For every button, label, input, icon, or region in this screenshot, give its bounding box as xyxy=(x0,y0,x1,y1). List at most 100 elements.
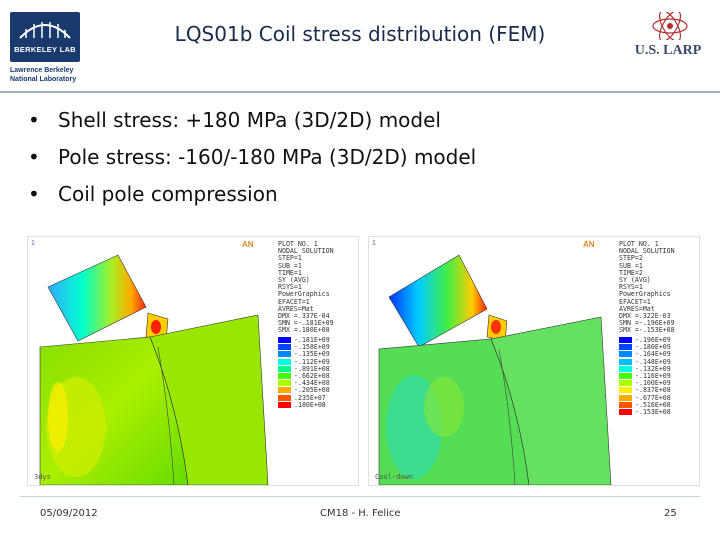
fem-plot-right: 1 AN PLOT NO. 1 NODAL SOLUTION STEP=2 SUB =… xyxy=(368,236,700,486)
info-line: STEP=2 xyxy=(619,254,643,263)
page-number: 25 xyxy=(664,508,677,519)
stress-contour-image xyxy=(39,254,269,485)
legend-swatch xyxy=(278,365,291,372)
legend-swatch xyxy=(619,365,632,372)
info-line: NODAL SOLUTION xyxy=(278,247,334,256)
legend-swatch xyxy=(278,351,291,358)
legend-entry: .180E+08 xyxy=(278,400,330,409)
info-line: PLOT NO. 1 xyxy=(619,240,659,248)
page-title: LQS01b Coil stress distribution (FEM) xyxy=(174,22,546,46)
legend-value: -.153E+08 xyxy=(635,407,671,416)
legend-value: -.132E+09 xyxy=(635,364,671,373)
legend-swatch xyxy=(619,358,632,365)
legend-value: -.112E+09 xyxy=(294,357,330,366)
legend-swatch xyxy=(278,358,291,365)
legend-entry: -.181E+09 xyxy=(278,336,330,344)
stress-contour-image xyxy=(378,254,612,485)
legend-entry: -.662E+08 xyxy=(278,371,330,380)
fem-plot-left: 1 AN PLOT NO. 1 NODAL SOLUTION STEP=1 SUB =… xyxy=(27,236,359,486)
figure-number: 1 xyxy=(372,240,376,247)
info-line: PowerGraphics xyxy=(278,290,330,299)
info-line: PowerGraphics xyxy=(619,290,671,299)
color-legend: -.196E+09 -.180E+09 -.164E+09 -.148E+09 -.13… xyxy=(619,336,671,416)
legend-swatch xyxy=(278,401,291,408)
header-divider xyxy=(0,91,720,93)
legend-entry: -.135E+09 xyxy=(278,351,330,358)
legend-value: -.434E+08 xyxy=(294,379,330,388)
info-line: TIME=2 xyxy=(619,268,643,277)
info-line: SMN =-.196E+09 xyxy=(619,319,675,328)
legend-swatch xyxy=(619,351,632,358)
legend-entry: -.434E+08 xyxy=(278,380,330,387)
legend-entry: -.116E+09 xyxy=(619,371,671,380)
footer-date: 05/09/2012 xyxy=(40,508,98,519)
legend-swatch xyxy=(619,394,632,401)
bullet-item: • Coil pole compression xyxy=(28,182,278,206)
info-line: EFACET=1 xyxy=(619,297,651,306)
ansys-logo: AN xyxy=(242,240,254,249)
lab-logo-text: BERKELEY LAB xyxy=(14,45,76,54)
legend-entry: -.205E+08 xyxy=(278,387,330,394)
info-line: DMX =.337E-04 xyxy=(278,311,330,320)
legend-entry: -.148E+09 xyxy=(619,357,671,366)
legend-swatch xyxy=(619,401,632,408)
info-line: AVRES=Mat xyxy=(619,304,655,313)
legend-value: -.135E+09 xyxy=(294,350,330,359)
footer-author: CM18 - H. Felice xyxy=(320,508,401,519)
info-line: EFACET=1 xyxy=(278,297,310,306)
legend-swatch xyxy=(278,380,291,387)
bullet-item: • Shell stress: +180 MPa (3D/2D) model xyxy=(28,108,441,132)
legend-entry: -.158E+09 xyxy=(278,344,330,351)
legend-value: -.116E+09 xyxy=(635,371,671,380)
footer-divider xyxy=(20,496,700,497)
info-line: SY (AVG) xyxy=(278,275,310,284)
legend-value: -.158E+09 xyxy=(294,343,330,352)
legend-swatch xyxy=(619,337,632,343)
legend-value: -.181E+09 xyxy=(294,336,330,344)
info-line: TIME=1 xyxy=(278,268,302,277)
ansys-logo: AN xyxy=(583,240,595,249)
info-line: STEP=1 xyxy=(278,254,302,263)
legend-entry: -.196E+09 xyxy=(619,336,671,344)
legend-value: -.891E+08 xyxy=(294,364,330,373)
legend-value: -.662E+08 xyxy=(294,371,330,380)
legend-entry: -.153E+08 xyxy=(619,407,671,416)
legend-value: -.205E+08 xyxy=(294,386,330,395)
info-line: SMN =-.181E+09 xyxy=(278,319,334,328)
legend-entry: -.516E+08 xyxy=(619,401,671,409)
legend-entry: -.180E+09 xyxy=(619,344,671,351)
color-legend: -.181E+09 -.158E+09 -.135E+09 -.112E+09 -.89… xyxy=(278,336,330,409)
legend-entry: -.132E+09 xyxy=(619,364,671,373)
info-line: PLOT NO. 1 xyxy=(278,240,318,248)
legend-value: -.677E+08 xyxy=(635,393,671,402)
lab-subtext: Lawrence Berkeley National Laboratory xyxy=(10,67,77,83)
legend-entry: -.100E+09 xyxy=(619,380,671,387)
legend-value: -.164E+09 xyxy=(635,350,671,359)
info-line: SUB =1 xyxy=(619,261,643,270)
info-line: SUB =1 xyxy=(278,261,302,270)
info-line: SMX =-.153E+08 xyxy=(619,326,675,335)
legend-value: -.148E+09 xyxy=(635,357,671,366)
legend-swatch xyxy=(619,344,632,351)
solution-info: PLOT NO. 1 NODAL SOLUTION STEP=1 SUB =1 TIME… xyxy=(278,240,334,334)
lab-building-icon xyxy=(19,22,71,39)
legend-swatch xyxy=(278,394,291,401)
bullet-list: • Shell stress: +180 MPa (3D/2D) model • P… xyxy=(28,102,476,213)
legend-value: .180E+08 xyxy=(294,400,326,409)
legend-entry: -.677E+08 xyxy=(619,393,671,402)
berkeley-lab-logo: BERKELEY LAB xyxy=(10,12,80,62)
info-line: AVRES=Mat xyxy=(278,304,314,313)
legend-entry: .235E+07 xyxy=(278,393,330,402)
larp-logo-icon xyxy=(652,12,688,40)
figure-caption: 3dys xyxy=(34,473,51,481)
legend-value: -.100E+09 xyxy=(635,379,671,388)
solution-info: PLOT NO. 1 NODAL SOLUTION STEP=2 SUB =1 TIME… xyxy=(619,240,675,335)
legend-value: .235E+07 xyxy=(294,393,326,402)
info-line: DMX =.322E-03 xyxy=(619,311,671,320)
legend-swatch xyxy=(619,408,632,415)
info-line: NODAL SOLUTION xyxy=(619,247,675,256)
legend-swatch xyxy=(619,372,632,379)
legend-swatch xyxy=(619,387,632,394)
legend-value: -.837E+08 xyxy=(635,386,671,395)
figure-caption: Cool-down xyxy=(375,473,413,481)
